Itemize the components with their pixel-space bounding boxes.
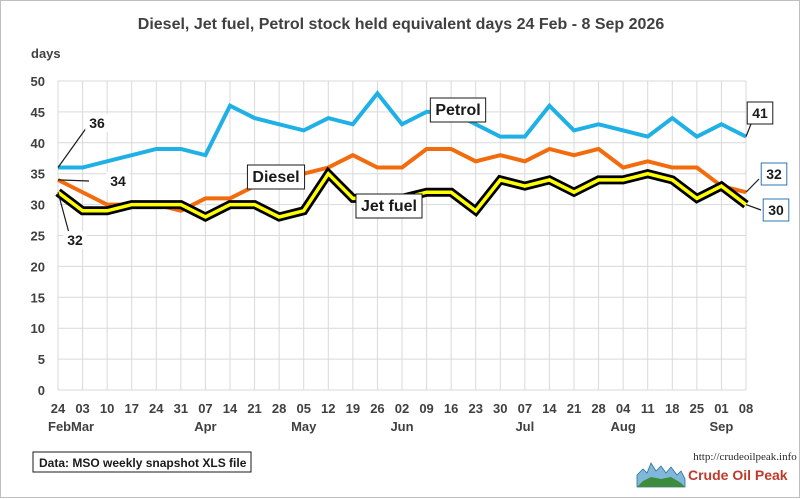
x-tick-label: 17 bbox=[124, 401, 138, 416]
petrol-end-callout-box bbox=[746, 101, 774, 125]
petrol-start-leader bbox=[57, 126, 88, 168]
chart-title: Diesel, Jet fuel, Petrol stock held equi… bbox=[138, 16, 665, 33]
month-label: Jun bbox=[390, 419, 413, 434]
x-tick-label: 08 bbox=[739, 401, 753, 416]
diesel-end-callout-box bbox=[760, 162, 788, 186]
x-tick-label: 28 bbox=[272, 401, 286, 416]
brand-url: http://crudeoilpeak.info bbox=[693, 451, 797, 463]
y-tick-labels: 0 5 10 15 20 25 30 35 40 45 50 bbox=[31, 74, 45, 398]
y-tick-label: 10 bbox=[31, 321, 45, 336]
diesel-series-label: Diesel bbox=[246, 164, 306, 190]
y-tick-label: 5 bbox=[38, 352, 45, 367]
jet-fuel-series-label-text: Jet fuel bbox=[361, 198, 417, 215]
x-tick-label: 07 bbox=[198, 401, 212, 416]
source-note: Data: MSO weekly snapshot XLS file bbox=[32, 451, 252, 473]
x-tick-label: 21 bbox=[567, 401, 581, 416]
jet-start-callout-box bbox=[63, 231, 87, 249]
x-tick-label: 02 bbox=[395, 401, 409, 416]
y-tick-label: 35 bbox=[31, 167, 45, 182]
jet-start-leader bbox=[57, 192, 70, 234]
brand-logo-hill bbox=[637, 477, 685, 487]
y-tick-label: 25 bbox=[31, 229, 45, 244]
jet-fuel-series-label-box bbox=[355, 193, 423, 219]
month-label: May bbox=[291, 419, 317, 434]
petrol-series-label-text: Petrol bbox=[435, 102, 480, 119]
diesel-start-callout: 34 bbox=[106, 172, 130, 190]
y-tick-label: 40 bbox=[31, 136, 45, 151]
x-tick-label: 09 bbox=[419, 401, 433, 416]
x-tick-label: 11 bbox=[641, 401, 655, 416]
jet-end-callout-box bbox=[762, 198, 790, 222]
x-tick-label: 19 bbox=[346, 401, 360, 416]
source-note-text: Data: MSO weekly snapshot XLS file bbox=[39, 456, 247, 470]
diesel-start-leader bbox=[57, 179, 90, 182]
x-tick-label: 26 bbox=[370, 401, 384, 416]
jet-fuel-series-label: Jet fuel bbox=[355, 193, 423, 219]
x-tick-labels: 24 03 10 17 24 31 07 14 21 28 05 12 19 26 02 09 16 23 30 07… bbox=[51, 401, 753, 416]
diesel-start-callout-text: 34 bbox=[110, 173, 126, 189]
brand-logo: http://crudeoilpeak.info Crude Oil Peak bbox=[636, 451, 797, 488]
y-tick-label: 30 bbox=[31, 198, 45, 213]
diesel-series-label-text: Diesel bbox=[252, 169, 299, 186]
y-tick-label: 20 bbox=[31, 259, 45, 274]
x-tick-label: 25 bbox=[690, 401, 704, 416]
jet-end-callout-text: 30 bbox=[768, 202, 784, 218]
month-label: Mar bbox=[71, 419, 94, 434]
x-tick-label: 16 bbox=[444, 401, 458, 416]
jet-start-callout-text: 32 bbox=[67, 232, 83, 248]
petrol-series-label: Petrol bbox=[429, 97, 487, 123]
diesel-end-callout-text: 32 bbox=[766, 166, 782, 182]
petrol-end-callout: 41 bbox=[746, 101, 774, 125]
petrol-series-label-box bbox=[429, 97, 487, 123]
y-tick-label: 45 bbox=[31, 105, 45, 120]
x-tick-label: 14 bbox=[542, 401, 557, 416]
y-tick-label: 0 bbox=[38, 383, 45, 398]
month-labels: Feb Mar Apr May Jun Jul Aug Sep bbox=[48, 419, 733, 434]
diesel-end-callout: 32 bbox=[760, 162, 788, 186]
diesel-series-label-box bbox=[246, 164, 306, 190]
x-tick-label: 03 bbox=[75, 401, 89, 416]
diesel-start-callout-box bbox=[106, 172, 130, 190]
y-tick-label: 15 bbox=[31, 290, 45, 305]
grid-layer bbox=[57, 80, 747, 391]
x-tick-label: 14 bbox=[223, 401, 238, 416]
jet-end-callout: 30 bbox=[762, 198, 790, 222]
month-label: Jul bbox=[515, 419, 534, 434]
x-tick-label: 23 bbox=[468, 401, 482, 416]
x-tick-label: 24 bbox=[51, 401, 66, 416]
x-tick-label: 01 bbox=[714, 401, 728, 416]
month-label: Feb bbox=[48, 419, 71, 434]
x-tick-label: 24 bbox=[149, 401, 164, 416]
annotation-layer: 36 34 32 41 32 30 Petrol Diesel Jet fuel bbox=[57, 97, 790, 249]
x-tick-label: 07 bbox=[518, 401, 532, 416]
petrol-line bbox=[58, 90, 747, 170]
month-label: Sep bbox=[710, 419, 734, 434]
x-tick-label: 12 bbox=[321, 401, 335, 416]
x-tick-label: 10 bbox=[100, 401, 114, 416]
y-axis-label: days bbox=[31, 46, 61, 61]
x-tick-label: 28 bbox=[591, 401, 605, 416]
petrol-start-callout-box bbox=[85, 114, 109, 132]
jet-start-callout: 32 bbox=[63, 231, 87, 249]
y-tick-label: 50 bbox=[31, 74, 45, 89]
month-label: Apr bbox=[194, 419, 216, 434]
x-tick-label: 31 bbox=[174, 401, 188, 416]
x-tick-label: 04 bbox=[616, 401, 631, 416]
jet-end-leader bbox=[745, 204, 762, 211]
petrol-end-callout-text: 41 bbox=[752, 105, 768, 121]
brand-name: Crude Oil Peak bbox=[688, 467, 788, 483]
diesel-end-leader bbox=[745, 178, 760, 193]
petrol-start-callout-text: 36 bbox=[89, 115, 105, 131]
x-tick-label: 05 bbox=[296, 401, 310, 416]
x-tick-label: 30 bbox=[493, 401, 507, 416]
x-tick-label: 18 bbox=[665, 401, 679, 416]
month-label: Aug bbox=[611, 419, 636, 434]
x-tick-label: 21 bbox=[247, 401, 261, 416]
petrol-start-callout: 36 bbox=[85, 114, 109, 132]
